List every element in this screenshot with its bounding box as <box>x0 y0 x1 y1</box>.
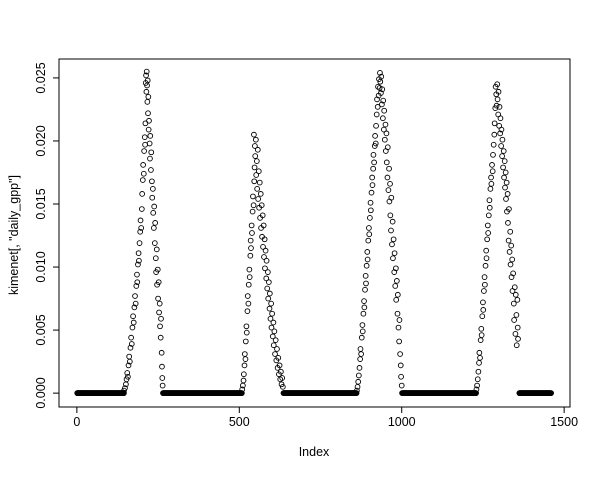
y-tick-label: 0.020 <box>34 125 48 157</box>
y-tick-label: 0.005 <box>34 314 48 346</box>
x-axis-label: Index <box>298 445 330 459</box>
y-tick-label: 0.015 <box>34 188 48 220</box>
data-points <box>74 68 555 396</box>
x-tick-label: 1000 <box>387 415 416 429</box>
y-tick-label: 0.010 <box>34 251 48 283</box>
y-axis-label: kimenet[, "daily_gpp"] <box>7 174 21 296</box>
x-tick-label: 500 <box>228 415 250 429</box>
x-tick-label: 1500 <box>550 415 579 429</box>
y-tick-label: 0.000 <box>34 377 48 409</box>
plot-box <box>58 58 571 408</box>
x-tick-label: 0 <box>73 415 81 429</box>
axis-ticks <box>53 77 565 413</box>
y-tick-label: 0.025 <box>34 62 48 94</box>
